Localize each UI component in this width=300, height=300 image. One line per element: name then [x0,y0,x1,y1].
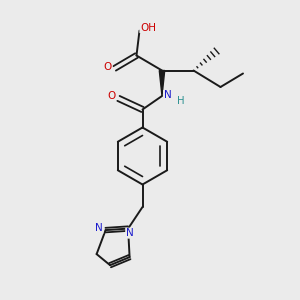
Text: H: H [177,96,184,106]
Text: N: N [126,228,134,238]
Text: N: N [164,90,171,100]
Text: N: N [95,223,103,233]
Text: OH: OH [140,22,156,33]
Polygon shape [159,70,165,96]
Text: O: O [107,91,116,101]
Text: O: O [104,62,112,72]
